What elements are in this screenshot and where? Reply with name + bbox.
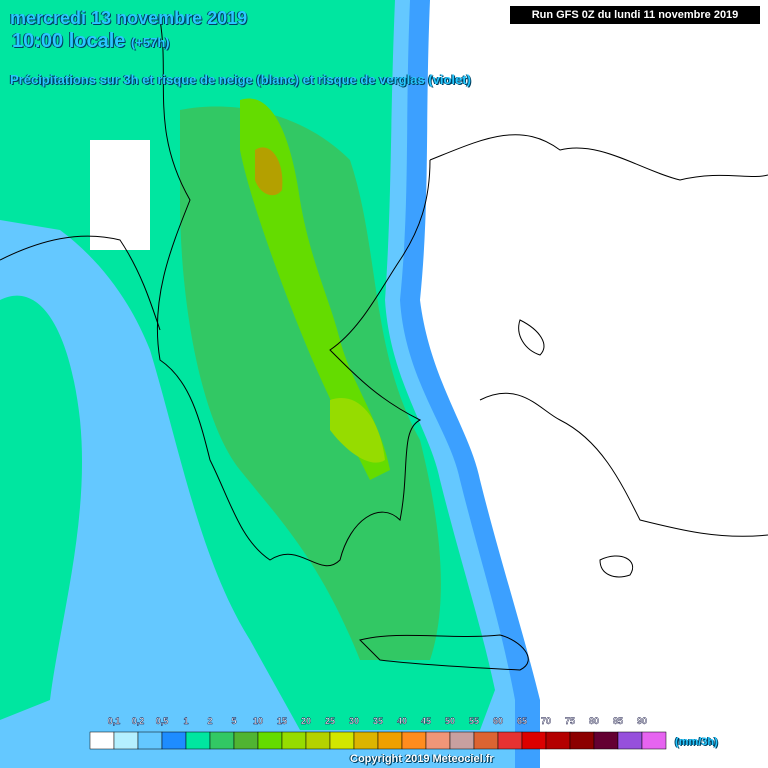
legend-swatch xyxy=(545,731,571,750)
legend-label: 0,1 xyxy=(108,716,121,726)
legend-swatch xyxy=(257,731,283,750)
legend-unit: (mm/3h) xyxy=(675,736,718,748)
legend-swatch xyxy=(569,731,595,750)
legend-swatch xyxy=(281,731,307,750)
legend-swatch xyxy=(521,731,547,750)
legend-swatch xyxy=(185,731,211,750)
legend-swatch xyxy=(305,731,331,750)
precip-yellow xyxy=(330,398,385,463)
legend-label: 0,2 xyxy=(132,716,145,726)
legend-swatch xyxy=(617,731,643,750)
legend-label: 0,5 xyxy=(156,716,169,726)
legend-swatch xyxy=(425,731,451,750)
legend-swatch xyxy=(377,731,403,750)
forecast-time: 10:00 locale (+57h) xyxy=(12,30,170,53)
legend-swatch xyxy=(209,731,235,750)
legend-swatch xyxy=(473,731,499,750)
legend-label: 20 xyxy=(301,716,311,726)
legend-label: 40 xyxy=(397,716,407,726)
legend-label: 50 xyxy=(445,716,455,726)
legend-label: 10 xyxy=(253,716,263,726)
precip-green xyxy=(180,106,441,660)
local-time: 10:00 locale xyxy=(12,30,126,52)
legend-label: 60 xyxy=(493,716,503,726)
legend-label: 15 xyxy=(277,716,287,726)
legend-label: 85 xyxy=(613,716,623,726)
legend-swatch xyxy=(113,731,139,750)
legend-label: 30 xyxy=(349,716,359,726)
precip-max xyxy=(255,147,283,196)
legend-label: 75 xyxy=(565,716,575,726)
legend-label: 2 xyxy=(207,716,212,726)
legend-swatch xyxy=(161,731,187,750)
legend-label: 1 xyxy=(183,716,188,726)
legend-swatch xyxy=(89,731,115,750)
dry-area xyxy=(90,140,150,250)
precip-aqua-west xyxy=(0,295,83,720)
legend-swatch xyxy=(641,731,667,750)
legend-swatch xyxy=(497,731,523,750)
legend-swatch xyxy=(353,731,379,750)
forecast-date: mercredi 13 novembre 2019 xyxy=(10,8,248,28)
legend-label: 65 xyxy=(517,716,527,726)
run-label: Run GFS 0Z du lundi 11 novembre 2019 xyxy=(510,6,760,24)
legend-label: 55 xyxy=(469,716,479,726)
legend-label: 90 xyxy=(637,716,647,726)
legend-swatch xyxy=(137,731,163,750)
subtitle: Précipitations sur 3h et risque de neige… xyxy=(10,72,471,87)
legend-swatch xyxy=(233,731,259,750)
legend-label: 70 xyxy=(541,716,551,726)
legend-label: 25 xyxy=(325,716,335,726)
legend-label: 80 xyxy=(589,716,599,726)
legend: 0,1 0,2 0,5 1 2 5 10 15 20 25 30 35 40 45 50 55 60 65 70 75… xyxy=(89,716,667,750)
legend-swatch xyxy=(593,731,619,750)
legend-label: 45 xyxy=(421,716,431,726)
legend-label: 35 xyxy=(373,716,383,726)
legend-swatch xyxy=(401,731,427,750)
lead-time: (+57h) xyxy=(130,35,170,50)
legend-swatch xyxy=(329,731,355,750)
coastlines xyxy=(0,19,768,671)
legend-swatch xyxy=(449,731,475,750)
legend-label: 5 xyxy=(231,716,236,726)
copyright: Copyright 2019 Meteociel.fr xyxy=(350,753,494,765)
